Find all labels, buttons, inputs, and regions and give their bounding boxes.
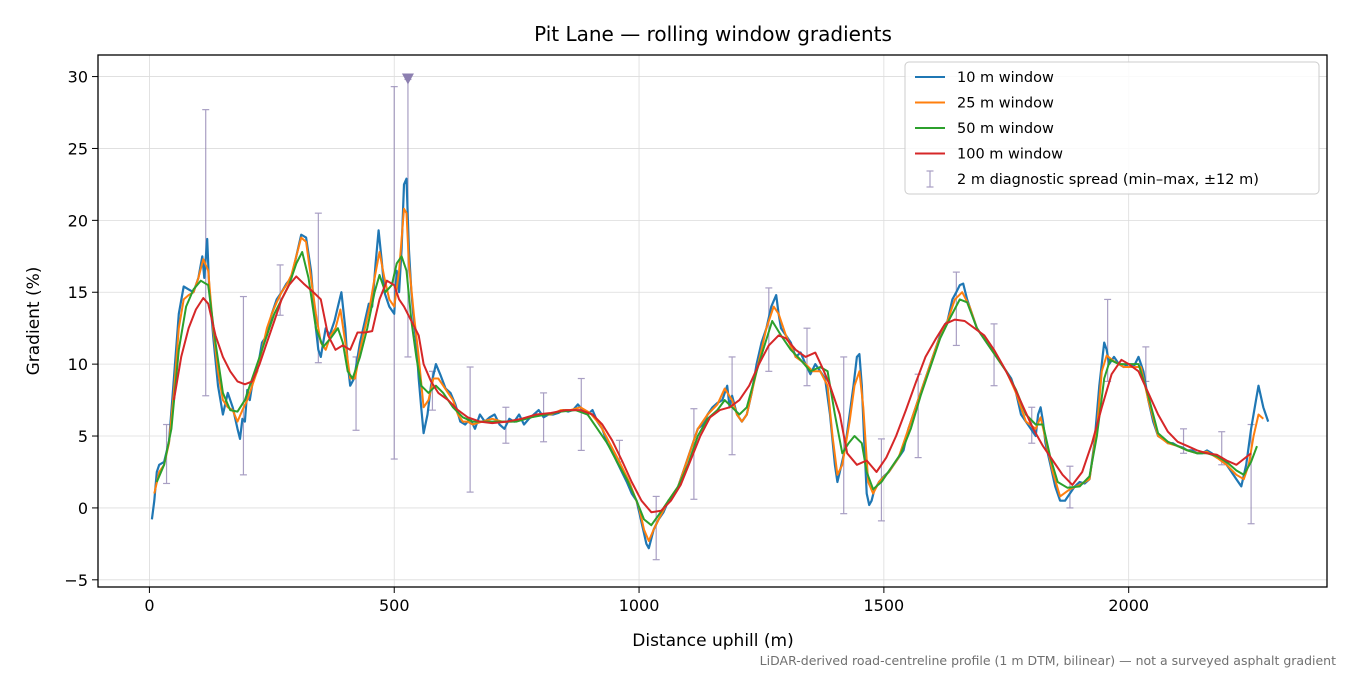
series-line-4 [172,275,1252,514]
y-tick-label: 15 [68,283,88,302]
error-bar [914,373,922,459]
error-bar [577,377,585,452]
error-bar [239,295,247,476]
y-tick-label: 25 [68,139,88,158]
footnote: LiDAR-derived road-centreline profile (1… [760,653,1336,668]
series-line-2 [153,207,1264,542]
y-tick-label: −5 [64,571,88,590]
error-bar [652,495,660,561]
series-line-1 [150,177,1270,550]
x-tick-label: 1000 [619,596,660,615]
plot-frame [97,54,1328,588]
plot-area [150,73,1270,561]
legend-swatch [926,170,934,188]
error-bar [952,271,960,347]
legend-item: 10 m window [915,70,1054,86]
x-tick-label: 0 [144,596,154,615]
legend-label: 50 m window [957,121,1054,137]
y-tick-label: 5 [78,427,88,446]
x-tick-label: 500 [379,596,410,615]
axes: 0 500 1000 1500 2000 −5 0 5 10 15 20 25 30 [64,68,1149,615]
legend-item: 2 m diagnostic spread (min–max, ±12 m) [926,170,1259,188]
y-tick-label: 30 [68,68,88,87]
legend: 10 m window 25 m window 50 m window 100 m w… [904,61,1320,195]
error-bar [466,366,474,493]
legend-item: 100 m window [915,147,1063,163]
legend-label: 2 m diagnostic spread (min–max, ±12 m) [957,172,1259,188]
error-bar [276,264,284,316]
clipped-marker [401,73,414,85]
legend-label: 100 m window [957,147,1063,163]
y-tick-label: 0 [78,499,88,518]
y-axis-label: Gradient (%) [24,267,44,376]
legend-item: 50 m window [915,121,1054,137]
x-axis-label: Distance uphill (m) [632,631,793,651]
y-tick-label: 10 [68,355,88,374]
legend-item: 25 m window [915,96,1054,112]
legend-box [904,61,1320,195]
y-tick-label: 20 [68,211,88,230]
error-bar [314,212,322,364]
legend-label: 25 m window [957,96,1054,112]
chart-title: Pit Lane — rolling window gradients [534,22,892,46]
x-tick-label: 2000 [1108,596,1149,615]
series-line-3 [155,251,1258,527]
x-tick-label: 1500 [864,596,905,615]
legend-label: 10 m window [957,70,1054,86]
